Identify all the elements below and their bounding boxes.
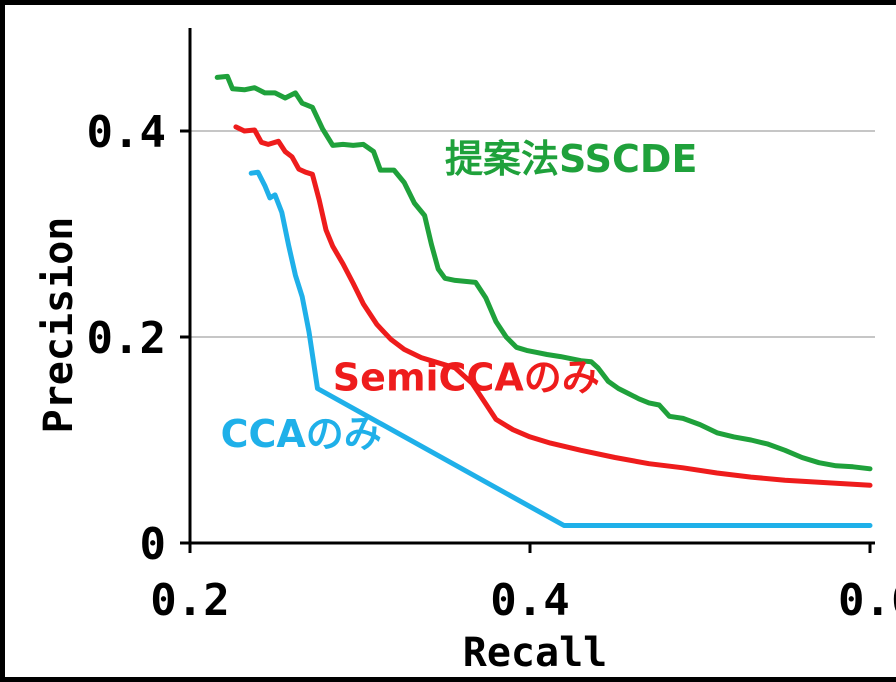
series-label-2: SemiCCAのみ (333, 356, 600, 400)
y-tick-label: 0 (140, 519, 167, 570)
x-axis-title: Recall (463, 630, 608, 676)
y-tick-label: 0.4 (87, 107, 166, 158)
series-line-1 (214, 73, 873, 472)
series-line-3 (248, 169, 873, 528)
y-tick-label: 0.2 (87, 313, 166, 364)
series-labels: 提案法SSCDE SemiCCAのみ CCAのみ (221, 137, 698, 456)
series-label-1: 提案法SSCDE (445, 137, 697, 181)
x-tick-label: 0.4 (490, 575, 569, 626)
grid-lines (190, 130, 875, 338)
x-tick-label: 0.6 (838, 575, 896, 626)
y-axis-title: Precision (36, 217, 82, 434)
x-tick-label: 0.2 (150, 575, 229, 626)
series-label-3: CCAのみ (221, 412, 382, 456)
series-lines (214, 73, 873, 528)
axis-ticks: 00.20.40.20.40.6 (87, 107, 896, 626)
series-line-2 (233, 124, 873, 488)
